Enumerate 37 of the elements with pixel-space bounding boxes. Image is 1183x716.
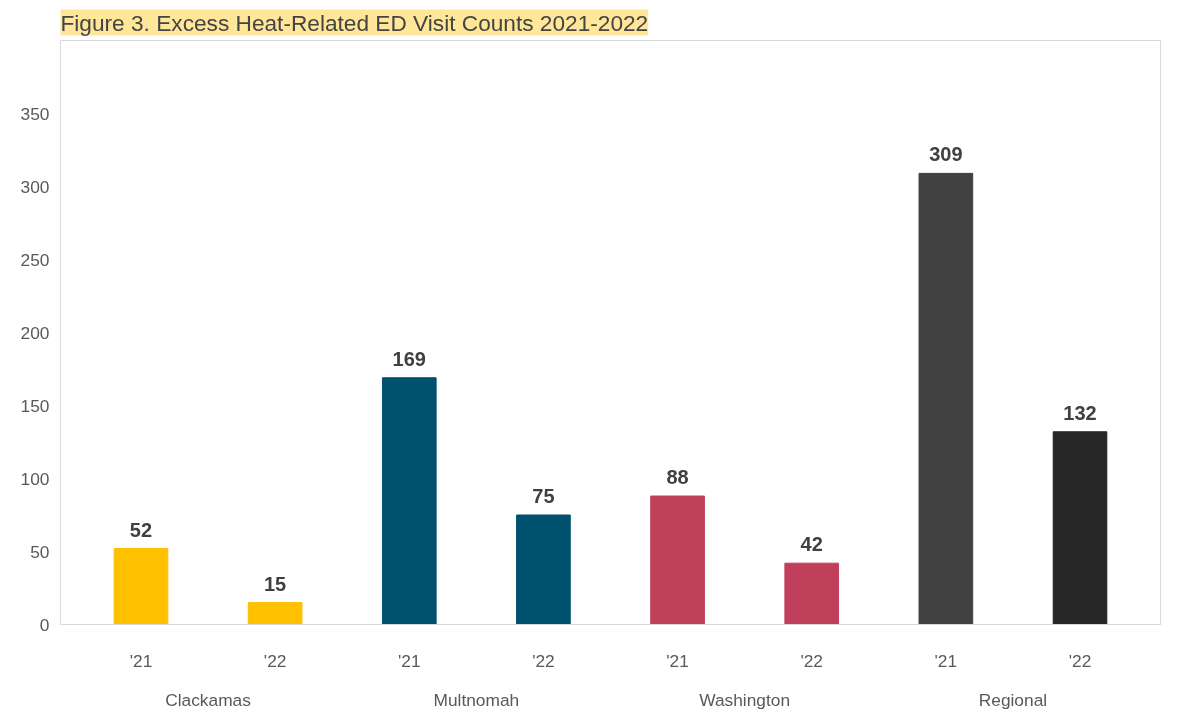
x-tick-label: '22: [1068, 650, 1092, 671]
data-label: 169: [392, 347, 426, 370]
bar: [650, 495, 705, 625]
chart-title: Figure 3. Excess Heat-Related ED Visit Counts 2021-2022: [60, 9, 649, 36]
y-tick-label: 50: [30, 541, 50, 562]
data-label: 75: [532, 485, 555, 507]
bar: [918, 172, 974, 625]
text: Regional: [978, 689, 1048, 710]
bar: [1052, 431, 1108, 625]
y-tick-label: 300: [20, 176, 50, 197]
text: Multnomah: [433, 689, 520, 710]
data-label: 132: [1063, 401, 1097, 424]
data-label: 52: [129, 518, 153, 541]
y-tick-label: 250: [20, 249, 50, 270]
x-tick-label: '21: [934, 650, 958, 671]
x-tick-label: '22: [263, 650, 287, 671]
bar: [784, 562, 840, 625]
data-label: 309: [929, 143, 963, 166]
y-tick-label: 200: [20, 322, 50, 343]
x-tick-label: '22: [532, 650, 555, 671]
x-tick-label: '21: [397, 650, 421, 671]
data-label: 15: [264, 572, 287, 595]
y-tick-label: 0: [39, 614, 50, 635]
y-tick-label: 100: [20, 468, 50, 489]
text: Clackamas: [165, 689, 252, 710]
data-label: 88: [666, 466, 689, 489]
bar: [113, 548, 169, 625]
x-tick-label: '22: [800, 650, 824, 671]
x-tick-label: '21: [129, 650, 153, 671]
x-tick-label: '21: [666, 650, 689, 671]
bar: [516, 514, 571, 625]
data-label: 42: [800, 533, 823, 556]
text: Washington: [699, 689, 791, 710]
bar: [381, 377, 437, 625]
y-tick-label: 350: [20, 103, 50, 124]
y-tick-label: 150: [20, 395, 50, 416]
bar: [247, 602, 303, 625]
